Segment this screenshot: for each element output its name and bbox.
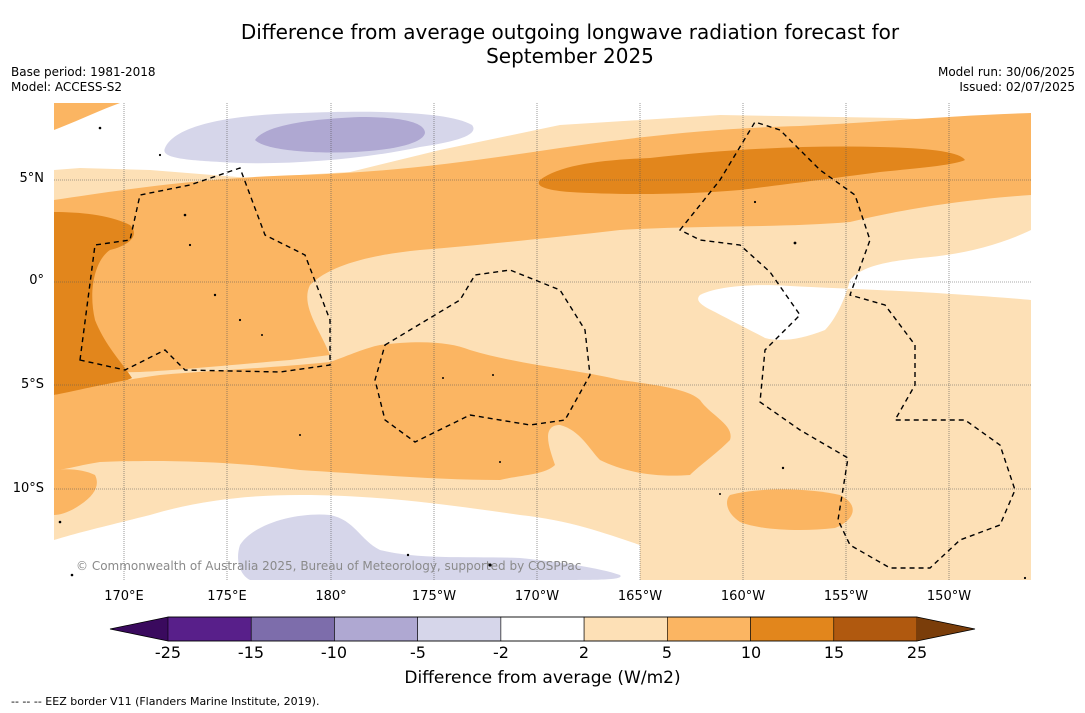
graticule [54,103,1031,580]
title-line-2: September 2025 [486,44,654,68]
colorbar-cell [250,616,335,642]
colorbar-over-arrow [917,617,975,641]
colorbar-tick: 25 [906,643,928,662]
lat-label-10s: 10°S [12,481,44,496]
issued-date: Issued: 02/07/2025 [959,80,1075,94]
lon-label-170e: 170°E [104,589,144,604]
positive-anomaly-band-10-15 [538,146,965,195]
positive-anomaly-sw-corner [54,469,97,515]
lon-label-160w: 160°W [720,589,766,604]
colorbar-label: Difference from average (W/m2) [404,668,681,688]
lon-label-170w: 170°W [514,589,560,604]
model-run: Model run: 30/06/2025 [937,65,1075,79]
lon-label-155w: 155°W [823,589,869,604]
positive-anomaly-southeast-5-10 [727,489,853,530]
base-period: Base period: 1981-2018 [11,65,156,79]
colorbar [109,616,976,642]
colorbar-tick: -15 [237,643,265,662]
colorbar-cell [334,616,418,642]
colorbar-cell [667,616,751,642]
eez-borders [79,121,1016,569]
anomaly-band-nw [54,103,120,130]
map-title: Difference from average outgoing longwav… [150,20,990,68]
colorbar-cell [833,616,918,642]
map-panel [54,103,1031,580]
colorbar-cell [750,616,835,642]
negative-anomaly-north-mid [255,117,425,153]
lon-label-175e: 175°E [207,589,247,604]
positive-anomaly-west-10-15 [54,212,134,395]
colorbar-tick: -2 [493,643,509,662]
colorbar-cells [167,616,918,642]
lat-label-5s: 5°S [20,377,44,392]
colorbar-tick: 5 [661,643,673,662]
meta-right: Model run: 30/06/2025 Issued: 02/07/2025 [938,65,1075,95]
colorbar-under-arrow [110,617,168,641]
lon-label-150w: 150°W [926,589,972,604]
title-line-1: Difference from average outgoing longwav… [240,20,900,44]
colorbar-tick: -25 [154,643,182,662]
colorbar-tick: -10 [320,643,348,662]
islands [58,126,1027,580]
lat-label-5n: 5°N [19,171,45,186]
colorbar-tick: 2 [578,643,590,662]
lon-label-165w: 165°W [617,589,663,604]
lon-label-175w: 175°W [411,589,457,604]
model-name: Model: ACCESS-S2 [11,80,123,94]
colorbar-tick: 10 [740,643,762,662]
colorbar-tick: -5 [410,643,426,662]
colorbar-cell [500,616,585,642]
colorbar-cell [417,616,502,642]
near-normal-region-east [698,230,1031,340]
meta-left: Base period: 1981-2018 Model: ACCESS-S2 [11,65,156,95]
positive-anomaly-south-5-10 [54,342,731,480]
colorbar-cell [167,616,252,642]
colorbar-cell [583,616,668,642]
copyright-notice: © Commonwealth of Australia 2025, Bureau… [76,559,582,573]
lat-label-0: 0° [29,273,44,288]
colorbar-tick: 15 [823,643,845,662]
lon-label-180: 180° [315,589,347,604]
negative-anomaly-south-light [238,514,621,580]
eez-footnote: -- -- -- EEZ border V11 (Flanders Marine… [11,695,320,708]
